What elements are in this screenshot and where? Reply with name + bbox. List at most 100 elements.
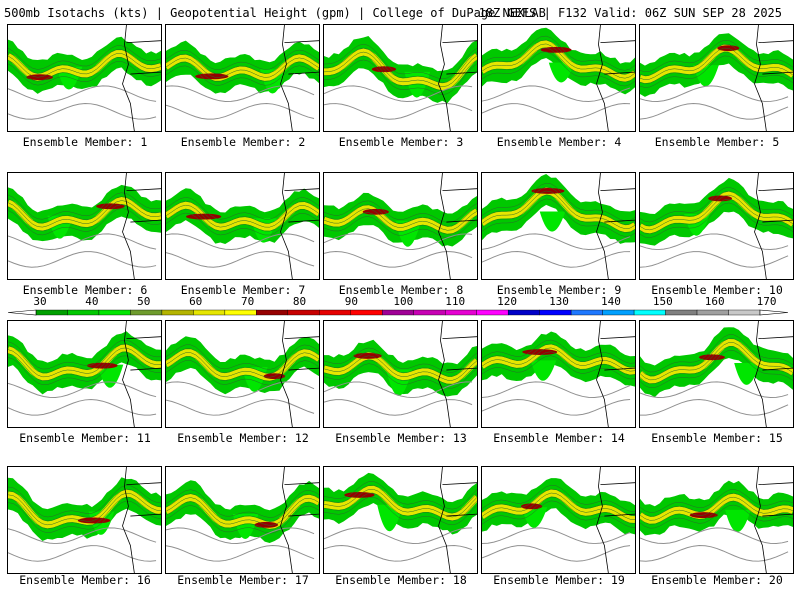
ensemble-map-panel xyxy=(481,466,636,574)
height-contour xyxy=(8,351,161,382)
height-contour xyxy=(324,59,477,95)
coastline xyxy=(122,173,161,279)
panel-label: Ensemble Member: 16 xyxy=(19,573,151,587)
ensemble-map-panel xyxy=(7,24,162,132)
coastline xyxy=(438,467,477,573)
colorbar-swatch xyxy=(193,309,226,316)
trough-wind-area xyxy=(734,362,760,385)
colorbar-tick-label: 130 xyxy=(549,295,569,308)
height-contour xyxy=(8,500,161,533)
colorbar-tick-label: 120 xyxy=(497,295,518,308)
height-contour xyxy=(8,49,161,74)
colorbar-swatch xyxy=(696,309,729,316)
height-contour xyxy=(166,381,315,399)
height-contour xyxy=(640,350,793,388)
panel-label: Ensemble Member: 17 xyxy=(177,573,309,587)
panel-label: Ensemble Member: 20 xyxy=(651,573,783,587)
height-contour xyxy=(166,348,319,374)
panel-label: Ensemble Member: 2 xyxy=(180,135,306,149)
colorbar-tick-label: 70 xyxy=(240,295,255,308)
map-plot xyxy=(8,25,161,131)
height-contour xyxy=(640,504,793,529)
coastline xyxy=(280,173,319,279)
height-contour xyxy=(166,356,319,382)
colorbar-swatch xyxy=(476,309,509,316)
colorbar-tick-label: 140 xyxy=(600,295,621,308)
height-contour xyxy=(482,347,635,372)
ensemble-map-panel xyxy=(481,24,636,132)
height-contour xyxy=(8,251,157,268)
panel-label: Ensemble Member: 5 xyxy=(654,135,780,149)
height-contour xyxy=(166,545,315,562)
height-contour xyxy=(482,39,635,75)
map-plot xyxy=(324,25,477,131)
map-plot xyxy=(324,173,477,279)
height-contour xyxy=(640,55,793,88)
colorbar-tick-label: 50 xyxy=(137,295,151,308)
panel-label: Ensemble Member: 12 xyxy=(177,431,309,445)
panel-label: Ensemble Member: 19 xyxy=(493,573,625,587)
panel-label: Ensemble Member: 10 xyxy=(651,283,783,297)
height-contour xyxy=(482,186,635,225)
height-contour xyxy=(166,493,319,522)
map-plot xyxy=(482,25,635,131)
height-contour xyxy=(166,49,319,70)
colorbar-swatch xyxy=(256,309,289,316)
coastline xyxy=(754,467,793,573)
height-contour xyxy=(166,233,315,251)
ensemble-map-panel xyxy=(7,172,162,280)
height-contour xyxy=(640,85,789,102)
height-contour xyxy=(166,251,315,268)
height-contour xyxy=(324,208,477,231)
map-plot xyxy=(482,173,635,279)
height-contour xyxy=(482,399,631,416)
height-contour xyxy=(8,496,161,530)
colorbar-tick-label: 100 xyxy=(393,295,414,308)
colorbar-tick-label: 80 xyxy=(292,295,307,308)
height-contour xyxy=(8,192,161,220)
height-contour xyxy=(640,381,789,399)
height-contour xyxy=(166,57,319,78)
ensemble-map-panel xyxy=(7,320,162,428)
height-contour xyxy=(324,355,477,381)
height-contour xyxy=(166,61,319,82)
height-contour xyxy=(8,355,161,385)
height-contour xyxy=(324,347,477,373)
coastline xyxy=(122,25,161,131)
colorbar-swatch xyxy=(602,309,635,316)
panel-label: Ensemble Member: 3 xyxy=(338,135,464,149)
colorbar-swatch xyxy=(161,309,194,316)
coastline xyxy=(280,321,319,427)
height-contour xyxy=(324,251,473,268)
colorbar-tick-label: 40 xyxy=(85,295,99,308)
height-contour xyxy=(324,481,477,510)
height-contour xyxy=(324,363,477,389)
height-contour xyxy=(324,103,473,120)
map-plot xyxy=(8,321,161,427)
height-contour xyxy=(8,85,157,103)
panel-label: Ensemble Member: 18 xyxy=(335,573,467,587)
ensemble-map-panel xyxy=(165,172,320,280)
coastline xyxy=(122,467,161,573)
ensemble-map-panel xyxy=(481,172,636,280)
height-contour xyxy=(166,85,315,102)
height-contour xyxy=(8,488,161,522)
colorbar-tick-label: 110 xyxy=(445,295,466,308)
colorbar-tick-label: 150 xyxy=(652,295,673,308)
height-contour xyxy=(482,103,631,120)
coastline xyxy=(438,173,477,279)
coastline xyxy=(438,321,477,427)
colorbar-swatch xyxy=(287,309,320,316)
height-contour xyxy=(166,497,319,526)
height-contour xyxy=(640,233,789,251)
height-contour xyxy=(640,43,793,77)
colorbar-swatch xyxy=(35,309,68,316)
height-contour xyxy=(8,45,161,70)
map-plot xyxy=(8,173,161,279)
height-contour xyxy=(640,527,789,545)
height-contour xyxy=(166,344,319,370)
height-contour xyxy=(640,198,793,235)
jet-stream-band xyxy=(640,327,793,398)
panel-label: Ensemble Member: 9 xyxy=(496,283,622,297)
header-title: 500mb Isotachs (kts) | Geopotential Heig… xyxy=(4,6,546,20)
